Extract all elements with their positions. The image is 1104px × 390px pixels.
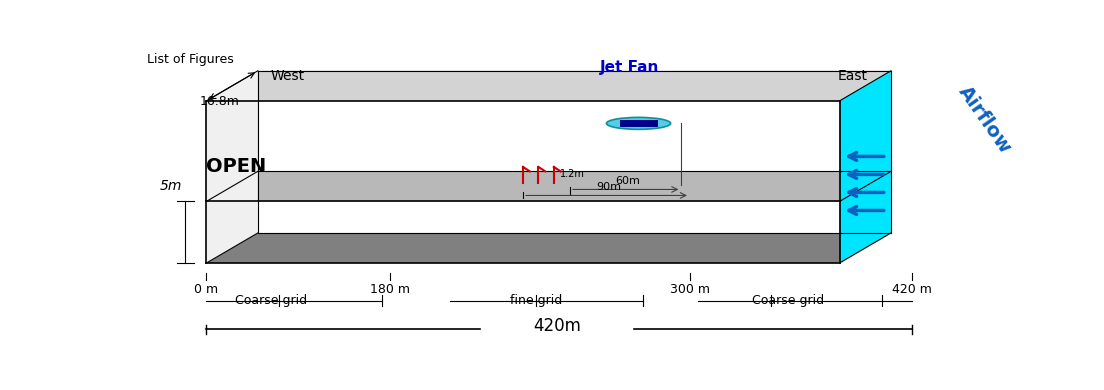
Text: 420m: 420m bbox=[533, 317, 581, 335]
Polygon shape bbox=[206, 71, 257, 263]
Text: List of Figures: List of Figures bbox=[147, 53, 233, 66]
Text: Airflow: Airflow bbox=[955, 83, 1016, 158]
Text: West: West bbox=[270, 69, 305, 83]
Text: East: East bbox=[838, 69, 868, 83]
Text: 420 m: 420 m bbox=[892, 282, 932, 296]
Text: 90m: 90m bbox=[596, 182, 622, 192]
Text: 1.2m: 1.2m bbox=[560, 169, 585, 179]
Polygon shape bbox=[206, 71, 891, 201]
Text: 60m: 60m bbox=[615, 176, 640, 186]
Text: Coarse grid: Coarse grid bbox=[752, 294, 825, 307]
Text: 180 m: 180 m bbox=[371, 282, 411, 296]
Text: 16.8m: 16.8m bbox=[200, 96, 240, 108]
Text: 300 m: 300 m bbox=[670, 282, 710, 296]
Text: Jet Fan: Jet Fan bbox=[601, 60, 660, 75]
Text: 5m: 5m bbox=[159, 179, 182, 193]
Polygon shape bbox=[839, 71, 891, 263]
Polygon shape bbox=[206, 233, 891, 263]
Text: 0 m: 0 m bbox=[194, 282, 219, 296]
Text: Coarse grid: Coarse grid bbox=[234, 294, 307, 307]
Polygon shape bbox=[206, 71, 891, 101]
Ellipse shape bbox=[606, 117, 670, 129]
Text: OPEN: OPEN bbox=[206, 158, 266, 176]
Text: fine grid: fine grid bbox=[510, 294, 562, 307]
